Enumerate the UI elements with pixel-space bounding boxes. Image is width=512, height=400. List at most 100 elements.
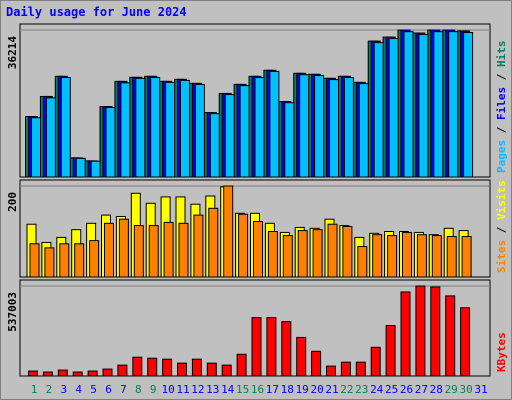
bar (448, 31, 459, 178)
legend: Sites / Visits (495, 180, 508, 273)
bar (460, 307, 471, 377)
bar (75, 157, 86, 178)
x-tick-label: 7 (120, 383, 127, 396)
bar (193, 214, 204, 278)
x-tick-label: 23 (355, 383, 368, 396)
bar (342, 225, 353, 278)
bar (343, 77, 354, 178)
legend-item: / (495, 67, 508, 87)
bar (45, 97, 56, 178)
bar (87, 370, 98, 377)
bar (267, 231, 278, 278)
bar (206, 362, 217, 377)
bar (118, 218, 129, 278)
bar (29, 243, 40, 278)
bar (253, 220, 263, 278)
bar (269, 70, 280, 178)
x-tick-label: 19 (296, 383, 309, 396)
bar (238, 213, 249, 278)
bar (163, 221, 174, 278)
bar (180, 79, 190, 178)
x-tick-label: 18 (281, 383, 294, 396)
legend-item: Files (495, 87, 508, 120)
bar (57, 369, 68, 377)
bar (388, 38, 399, 178)
bar (299, 74, 310, 178)
bar (223, 185, 234, 278)
bar (251, 317, 262, 377)
bar (236, 353, 247, 377)
legend-item: / (495, 220, 508, 240)
bar (135, 77, 146, 178)
bar (445, 295, 456, 377)
x-tick-label: 16 (251, 383, 264, 396)
bar (400, 291, 411, 377)
x-tick-label: 10 (161, 383, 174, 396)
bar (266, 317, 277, 377)
bar (282, 235, 293, 278)
x-tick-label: 12 (191, 383, 204, 396)
bar (355, 361, 366, 377)
bar (72, 371, 83, 377)
bar (430, 286, 441, 377)
legend-item: Pages (495, 140, 508, 173)
bar (327, 223, 338, 278)
bar (104, 222, 114, 278)
legend-item: / (495, 120, 508, 140)
x-tick-label: 2 (46, 383, 53, 396)
x-tick-label: 4 (75, 383, 82, 396)
bar (89, 240, 100, 278)
bar (105, 107, 116, 178)
x-tick-label: 26 (400, 383, 413, 396)
bar (416, 234, 427, 278)
chart-title: Daily usage for June 2024 (6, 5, 187, 19)
bar (358, 83, 369, 178)
x-tick-label: 3 (60, 383, 67, 396)
bar (147, 357, 158, 377)
bar (90, 160, 101, 178)
y-tick-label: 36214 (6, 36, 19, 69)
bar (239, 85, 250, 178)
bar (387, 235, 398, 278)
bar (74, 243, 85, 278)
bar (221, 364, 232, 377)
bar (284, 102, 295, 178)
bar (117, 364, 128, 377)
x-tick-label: 6 (105, 383, 112, 396)
bar (326, 365, 336, 377)
legend-item: Sites (495, 240, 508, 273)
x-tick-label: 8 (135, 383, 142, 396)
bar (418, 34, 429, 178)
bar (209, 113, 220, 178)
x-tick-label: 27 (415, 383, 428, 396)
bar (433, 31, 444, 178)
bar (102, 368, 113, 377)
x-tick-label: 20 (310, 383, 323, 396)
bar (370, 346, 381, 377)
bar (59, 243, 70, 278)
x-tick-label: 21 (325, 383, 338, 396)
bar (297, 230, 308, 278)
bar (415, 285, 426, 377)
x-tick-label: 30 (459, 383, 472, 396)
bar (148, 225, 159, 278)
bar (44, 247, 55, 278)
bar (42, 371, 53, 377)
x-tick-label: 31 (474, 383, 487, 396)
bar (177, 362, 187, 377)
bar (60, 77, 71, 178)
x-tick-label: 17 (266, 383, 279, 396)
bar (357, 246, 368, 278)
bar (254, 77, 265, 178)
bar (133, 225, 144, 278)
bar (340, 361, 351, 377)
x-tick-label: 5 (90, 383, 97, 396)
bar (120, 82, 131, 178)
bar (132, 356, 143, 377)
bar (403, 31, 414, 178)
y-tick-label: 537003 (6, 292, 19, 332)
bar (461, 236, 472, 278)
x-tick-label: 25 (385, 383, 398, 396)
x-tick-label: 29 (445, 383, 458, 396)
